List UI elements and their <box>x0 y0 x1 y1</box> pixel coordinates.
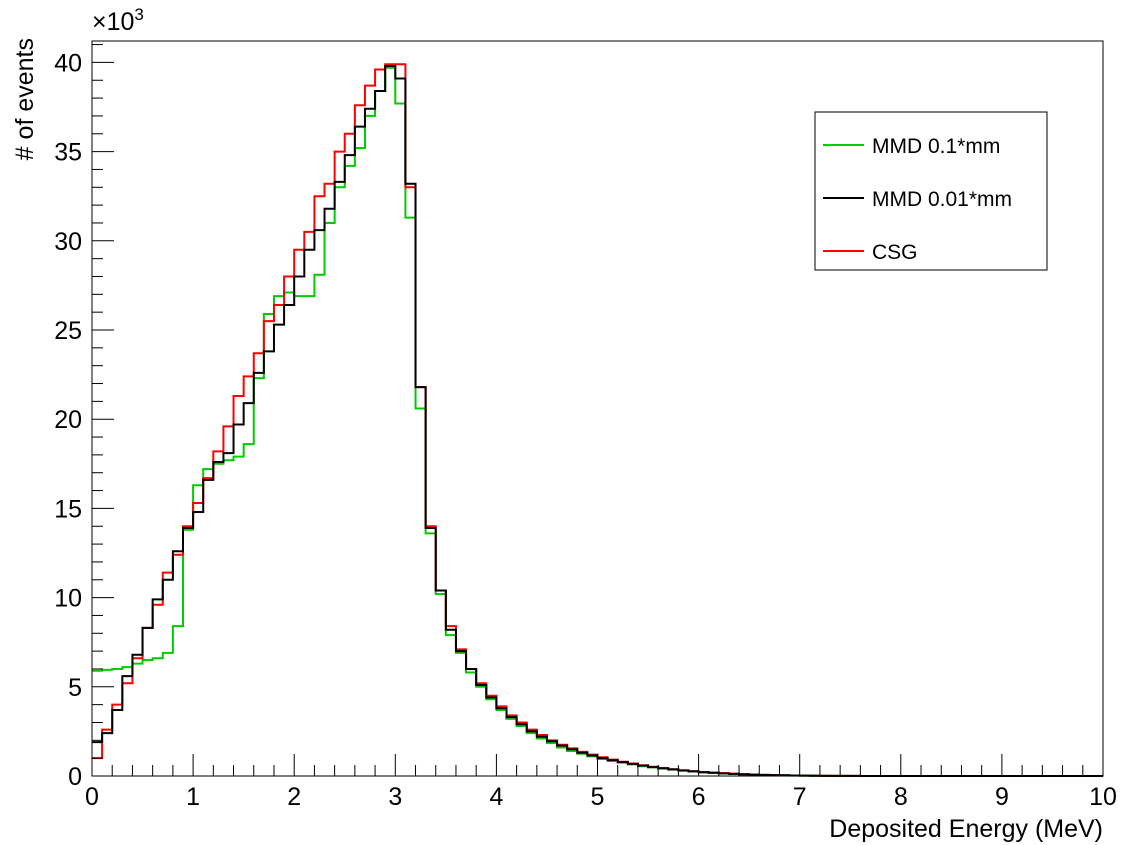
x-tick-label: 4 <box>489 783 503 811</box>
x-tick-label: 1 <box>186 783 200 811</box>
y-tick-label: 30 <box>54 228 82 256</box>
y-multiplier-base: ×10 <box>92 8 134 36</box>
y-axis-multiplier: ×103 <box>92 5 144 36</box>
y-tick-label: 5 <box>68 674 82 702</box>
y-tick-label: 0 <box>68 763 82 791</box>
x-tick-label: 9 <box>995 783 1009 811</box>
x-tick-label: 3 <box>388 783 402 811</box>
y-tick-label: 15 <box>54 495 82 523</box>
x-tick-label: 8 <box>894 783 908 811</box>
y-multiplier-exponent: 3 <box>134 5 143 24</box>
x-tick-label: 2 <box>287 783 301 811</box>
y-tick-label: 20 <box>54 406 82 434</box>
legend-box <box>814 111 1048 271</box>
y-tick-label: 10 <box>54 585 82 613</box>
legend: MMD 0.1*mm MMD 0.01*mm CSG <box>814 111 1048 271</box>
legend-label-csg: CSG <box>872 241 918 264</box>
y-tick-label: 35 <box>54 139 82 167</box>
x-tick-label: 0 <box>85 783 99 811</box>
y-tick-label: 40 <box>54 49 82 77</box>
legend-label-mmd-0-01-mm: MMD 0.01*mm <box>872 188 1012 211</box>
legend-label-mmd-0-1-mm: MMD 0.1*mm <box>872 135 1000 158</box>
axes-layer: 0 1 2 3 4 5 6 7 8 9 10 0 5 10 15 20 25 30 35 40 <box>54 40 1117 811</box>
y-axis-title: # of events <box>11 38 39 160</box>
x-tick-label: 6 <box>692 783 706 811</box>
y-tick-label: 25 <box>54 317 82 345</box>
x-tick-label: 5 <box>591 783 605 811</box>
x-tick-label: 10 <box>1089 783 1117 811</box>
x-axis-title: Deposited Energy (MeV) <box>829 815 1103 843</box>
x-tick-label: 7 <box>793 783 807 811</box>
